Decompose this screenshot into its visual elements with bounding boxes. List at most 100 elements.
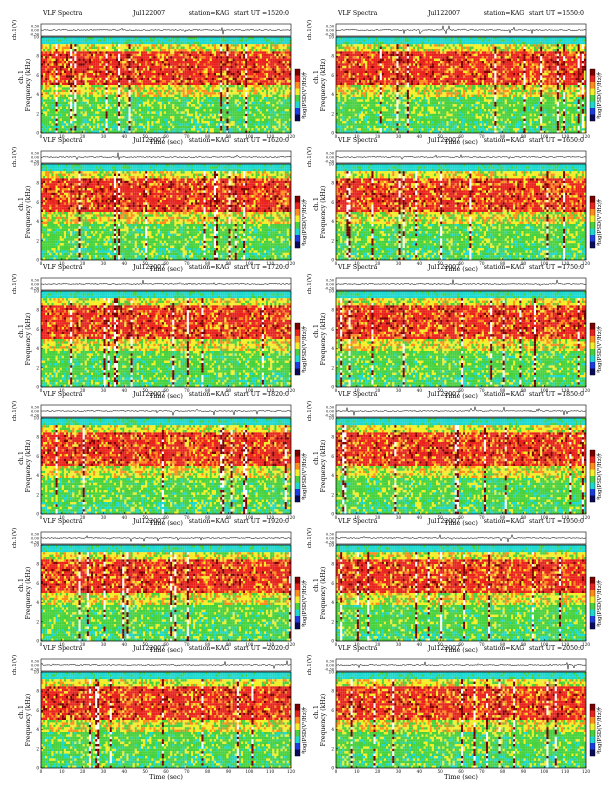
colorbar-tick-label: -8 — [301, 243, 305, 247]
colorbar-segment — [295, 355, 300, 363]
colorbar-segment — [295, 202, 300, 210]
x-tick-label: 60 — [163, 769, 169, 774]
colorbar-segment — [590, 463, 595, 470]
colorbar-segment — [590, 482, 595, 490]
panel-title: VLF Spectra — [42, 137, 83, 144]
colorbar-segment — [295, 736, 300, 744]
colorbar-tick-label: -8 — [596, 370, 600, 374]
x-tick-label: 20 — [375, 388, 381, 393]
y-tick-label: 6 — [331, 73, 334, 78]
colorbar-segment — [295, 82, 300, 89]
y-tick-label: 0 — [331, 258, 334, 263]
x-tick-label: 70 — [184, 769, 190, 774]
x-tick-label: 20 — [80, 642, 86, 647]
panel-date: Jul122007 — [132, 10, 165, 17]
x-tick-label: 30 — [101, 134, 107, 139]
x-tick-label: 50 — [142, 642, 148, 647]
colorbar-segment — [295, 235, 300, 242]
waveform-tick-label: 0.30 — [326, 25, 335, 29]
colorbar-frame — [294, 68, 301, 122]
colorbar-segment — [295, 723, 300, 731]
waveform-tick-label: 0.30 — [326, 152, 335, 156]
waveform-ylabel: ch.1(V) — [306, 274, 313, 294]
x-tick-label: 10 — [354, 261, 360, 266]
y-tick-label: 10 — [329, 289, 335, 294]
colorbar-segment — [590, 108, 595, 115]
waveform-tick-label: -0.30 — [325, 414, 335, 418]
y-tick-label: 2 — [331, 619, 334, 624]
colorbar-segment — [295, 362, 300, 369]
colorbar-segment — [295, 342, 300, 350]
colorbar-segment — [590, 355, 595, 363]
x-tick-label: 120 — [582, 134, 590, 139]
y-tick-label: 8 — [331, 54, 334, 59]
panel-title: VLF Spectra — [42, 391, 83, 398]
x-tick-label: 70 — [479, 769, 485, 774]
waveform-tick-label: -0.30 — [30, 287, 40, 291]
waveform-tick-label: 0.00 — [326, 29, 335, 33]
x-tick-label: 110 — [561, 134, 569, 139]
y-tick-label: 0 — [36, 258, 39, 263]
waveform-tick-label: 0.30 — [326, 660, 335, 664]
colorbar-segment — [590, 101, 595, 109]
x-tick-label: 70 — [184, 261, 190, 266]
x-tick-label: 110 — [266, 388, 274, 393]
colorbar-segment — [590, 235, 595, 242]
spectrogram-image — [41, 37, 292, 134]
x-tick-label: 60 — [163, 388, 169, 393]
y-tick-label: 0 — [36, 512, 39, 517]
panel-title: VLF Spectra — [337, 645, 378, 652]
y-tick-label: 10 — [34, 416, 40, 421]
colorbar-segment — [295, 323, 300, 330]
panel-start-ut: start UT =1720:0 — [234, 264, 289, 271]
x-tick-label: 0 — [40, 642, 43, 647]
colorbar-segment — [295, 450, 300, 457]
x-tick-label: 0 — [335, 642, 338, 647]
colorbar-segment — [295, 743, 300, 750]
x-tick-label: 100 — [540, 134, 548, 139]
colorbar-tick-label: -8 — [301, 751, 305, 755]
spectrogram-image — [41, 672, 292, 769]
x-tick-label: 110 — [266, 261, 274, 266]
x-tick-label: 80 — [500, 642, 506, 647]
colorbar-segment — [590, 362, 595, 369]
colorbar-frame — [589, 703, 596, 757]
y-tick-label: 4 — [36, 346, 39, 351]
x-tick-label: 20 — [375, 515, 381, 520]
panel-title: VLF Spectra — [337, 10, 378, 17]
waveform-tick-label: 0.30 — [326, 279, 335, 283]
x-tick-label: 40 — [122, 261, 128, 266]
colorbar-segment — [590, 114, 595, 122]
x-axis-label: Time (sec) — [149, 138, 183, 146]
spectrogram-panel: VLF Spectra Jul122007 station=KAG start UT … — [8, 6, 308, 146]
colorbar-segment — [295, 469, 300, 477]
y-axis-channel-label: ch.1 — [17, 324, 25, 338]
colorbar-segment — [295, 609, 300, 617]
y-tick-label: 10 — [329, 35, 335, 40]
y-tick-label: 8 — [36, 54, 39, 59]
colorbar-frame — [589, 576, 596, 630]
x-tick-label: 40 — [417, 642, 423, 647]
y-tick-label: 10 — [34, 289, 40, 294]
x-tick-label: 30 — [101, 388, 107, 393]
colorbar-tick-label: -4 — [596, 707, 600, 711]
colorbar-segment — [590, 368, 595, 376]
panel-date: Jul122007 — [132, 391, 165, 398]
colorbar-tick-label: -4 — [596, 453, 600, 457]
y-axis-channel-label: ch.1 — [17, 70, 25, 84]
panel-title: VLF Spectra — [42, 264, 83, 271]
colorbar-segment — [295, 88, 300, 96]
x-tick-label: 10 — [59, 134, 65, 139]
y-axis-channel-label: ch.1 — [312, 451, 320, 465]
x-tick-label: 50 — [437, 515, 443, 520]
x-tick-label: 20 — [80, 134, 86, 139]
panel-start-ut: start UT =1750:0 — [529, 264, 584, 271]
panel-svg: VLF Spectra Jul122007 station=KAG start UT … — [306, 518, 603, 654]
colorbar-segment — [590, 749, 595, 757]
colorbar-segment — [295, 241, 300, 249]
x-tick-label: 70 — [479, 515, 485, 520]
spectrogram-panel: VLF Spectra Jul122007 station=KAG start UT … — [303, 6, 603, 146]
colorbar-segment — [295, 114, 300, 122]
x-tick-label: 100 — [245, 388, 253, 393]
colorbar-segment — [590, 202, 595, 210]
